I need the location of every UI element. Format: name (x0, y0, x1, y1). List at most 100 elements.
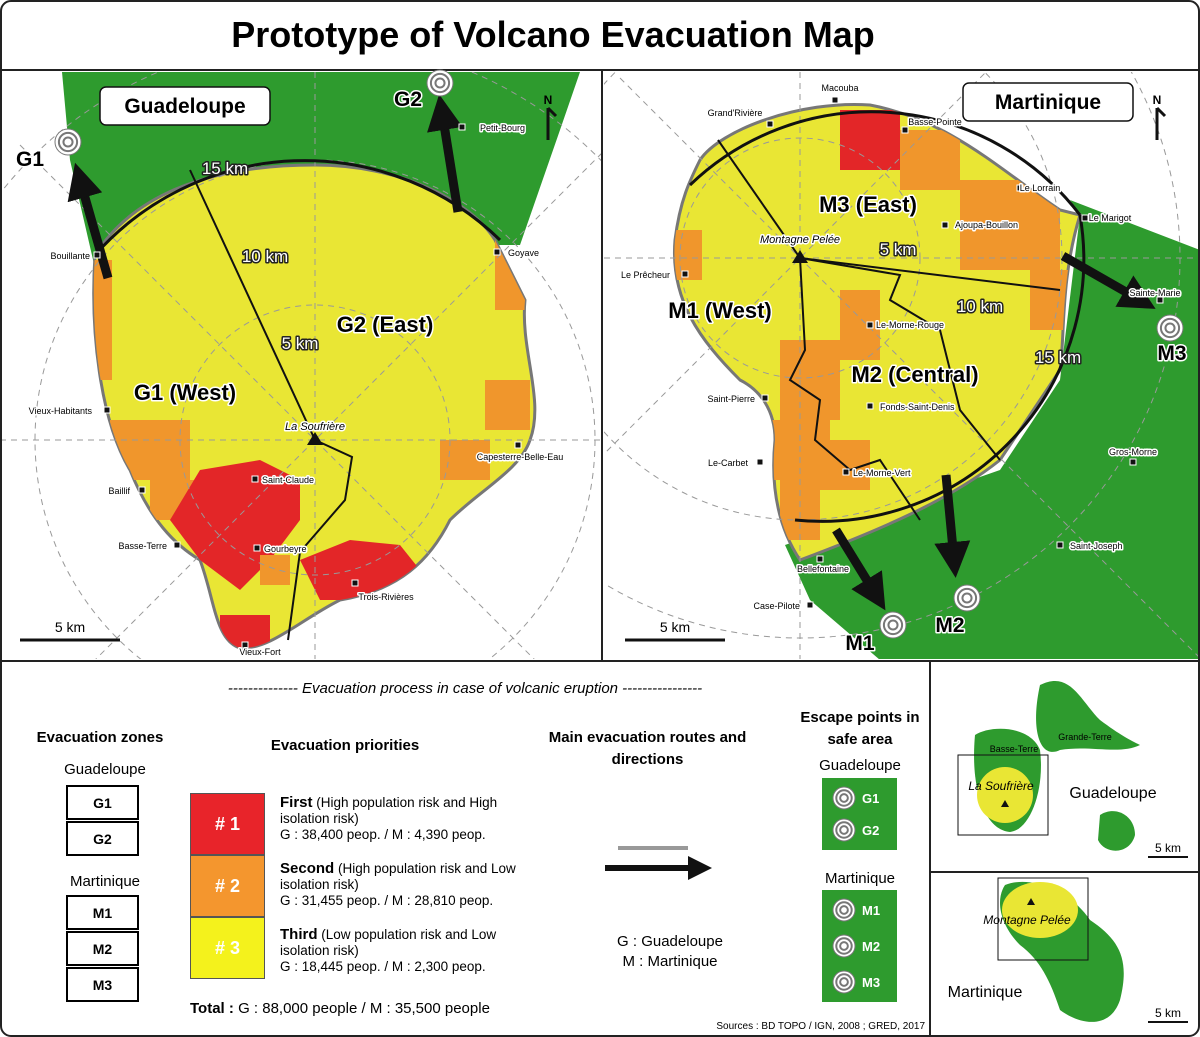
escape-ring (835, 937, 853, 955)
total: Total : G : 88,000 people / M : 35,500 p… (190, 1000, 490, 1017)
ring-label: 15 km (202, 159, 248, 178)
inset-volcano: La Soufrière (968, 779, 1034, 793)
escape-ring (1164, 322, 1176, 334)
inset-label: Basse-Terre (990, 744, 1039, 754)
ring-label: 5 km (880, 240, 917, 259)
town-label: Le Prêcheur (621, 270, 670, 280)
legend-heading: -------------- Evacuation process in cas… (227, 680, 703, 697)
volcano-label: Montagne Pelée (760, 234, 840, 246)
town-marker (766, 120, 774, 128)
escape-ring (839, 825, 849, 835)
scale-label: 5 km (55, 619, 85, 635)
escape-item: M1 (862, 903, 880, 918)
abbreviation: G : Guadeloupe (617, 933, 723, 950)
inset-name: Martinique (948, 984, 1023, 1001)
zone-label: G1 (West) (134, 380, 236, 405)
town-label: Sainte-Marie (1129, 288, 1180, 298)
escape-ring (887, 619, 899, 631)
escape-ring (835, 901, 853, 919)
zone-box: G2 (66, 821, 139, 856)
town-marker (458, 123, 466, 131)
escape-item: M3 (862, 975, 880, 990)
escape-label: G2 (394, 88, 422, 111)
total-label: Total : (190, 1000, 234, 1017)
escape-ring (839, 941, 849, 951)
town-label: Trois-Rivières (358, 592, 414, 602)
escape-ring (956, 587, 978, 609)
town-label: Capesterre-Belle-Eau (477, 452, 564, 462)
escape-item: G2 (862, 823, 879, 838)
town-marker (761, 394, 769, 402)
escape-icon (1156, 314, 1184, 342)
town-marker (351, 579, 359, 587)
escape-ring (429, 72, 451, 94)
escape-label: M2 (935, 614, 964, 637)
zone-box: M3 (66, 967, 139, 1002)
town-marker (241, 641, 249, 649)
priority-description: Third (Low population risk and Low isola… (280, 927, 540, 959)
town-label: Gros-Morne (1109, 447, 1157, 457)
zone-label: M1 (West) (668, 298, 772, 323)
zone-label: M3 (East) (819, 192, 917, 217)
sources: Sources : BD TOPO / IGN, 2008 ; GRED, 20… (716, 1021, 925, 1032)
town-label: Basse-Terre (118, 541, 167, 551)
legend-title: Main evacuation routes and directions (548, 729, 747, 768)
legend-title: Evacuation priorities (270, 737, 420, 754)
map-name: Guadeloupe (124, 95, 245, 118)
title: Prototype of Volcano Evacuation Map (231, 14, 874, 55)
zone-box: M1 (66, 895, 139, 930)
town-marker (251, 475, 259, 483)
escape-ring (839, 905, 849, 915)
town-label: Petit-Bourg (480, 123, 525, 133)
priority-description: First (High population risk and High iso… (280, 795, 540, 827)
inset-guadeloupe (957, 680, 1188, 858)
ring-label: 15 km (1035, 348, 1081, 367)
scale-label: 5 km (660, 619, 690, 635)
town-label: Le Lorrain (1020, 183, 1061, 193)
town-label: Bellefontaine (797, 564, 849, 574)
zone-label: G2 (East) (337, 312, 434, 337)
inset-scale: 5 km (1155, 1006, 1181, 1020)
town-marker (756, 458, 764, 466)
town-label: Goyave (508, 248, 539, 258)
priority-swatch: # 3 (190, 917, 265, 979)
inset-name: Guadeloupe (1069, 785, 1156, 802)
town-marker (173, 541, 181, 549)
priority-name: Second (280, 860, 335, 877)
town-marker (138, 486, 146, 494)
escape-label: M3 (1157, 342, 1186, 365)
town-label: Case-Pilote (753, 601, 800, 611)
legend-subtitle: Martinique (824, 870, 896, 887)
priority-people: G : 38,400 peop. / M : 4,390 peop. (280, 827, 486, 842)
town-label: Le Marigot (1089, 213, 1132, 223)
town-marker (842, 468, 850, 476)
legend-subtitle: Guadeloupe (64, 761, 146, 778)
escape-ring (434, 77, 446, 89)
legend-title: Evacuation zones (36, 729, 164, 746)
total-value: G : 88,000 people / M : 35,500 people (238, 1000, 490, 1017)
escape-ring (882, 614, 904, 636)
town-label: Vieux-Habitants (29, 406, 93, 416)
town-marker (831, 96, 839, 104)
ring-label: 5 km (282, 334, 319, 353)
escape-icon (832, 934, 856, 958)
escape-label: M1 (845, 632, 874, 655)
priority-name: Third (280, 926, 318, 943)
town-label: Ajoupa-Bouillon (955, 220, 1018, 230)
escape-item: G1 (862, 791, 879, 806)
abbreviations: G : Guadeloupe M : Martinique (580, 932, 760, 972)
town-marker (1081, 214, 1089, 222)
town-label: Le-Morne-Rouge (876, 320, 944, 330)
priority-name: First (280, 794, 313, 811)
abbreviation: M : Martinique (622, 953, 718, 970)
priority-desc: (High population risk and High isolation… (280, 795, 498, 826)
town-marker (514, 441, 522, 449)
town-marker (93, 251, 101, 259)
escape-icon (832, 786, 856, 810)
town-label: Vieux-Fort (239, 647, 281, 657)
escape-icon (879, 611, 907, 639)
zone-box: M2 (66, 931, 139, 966)
